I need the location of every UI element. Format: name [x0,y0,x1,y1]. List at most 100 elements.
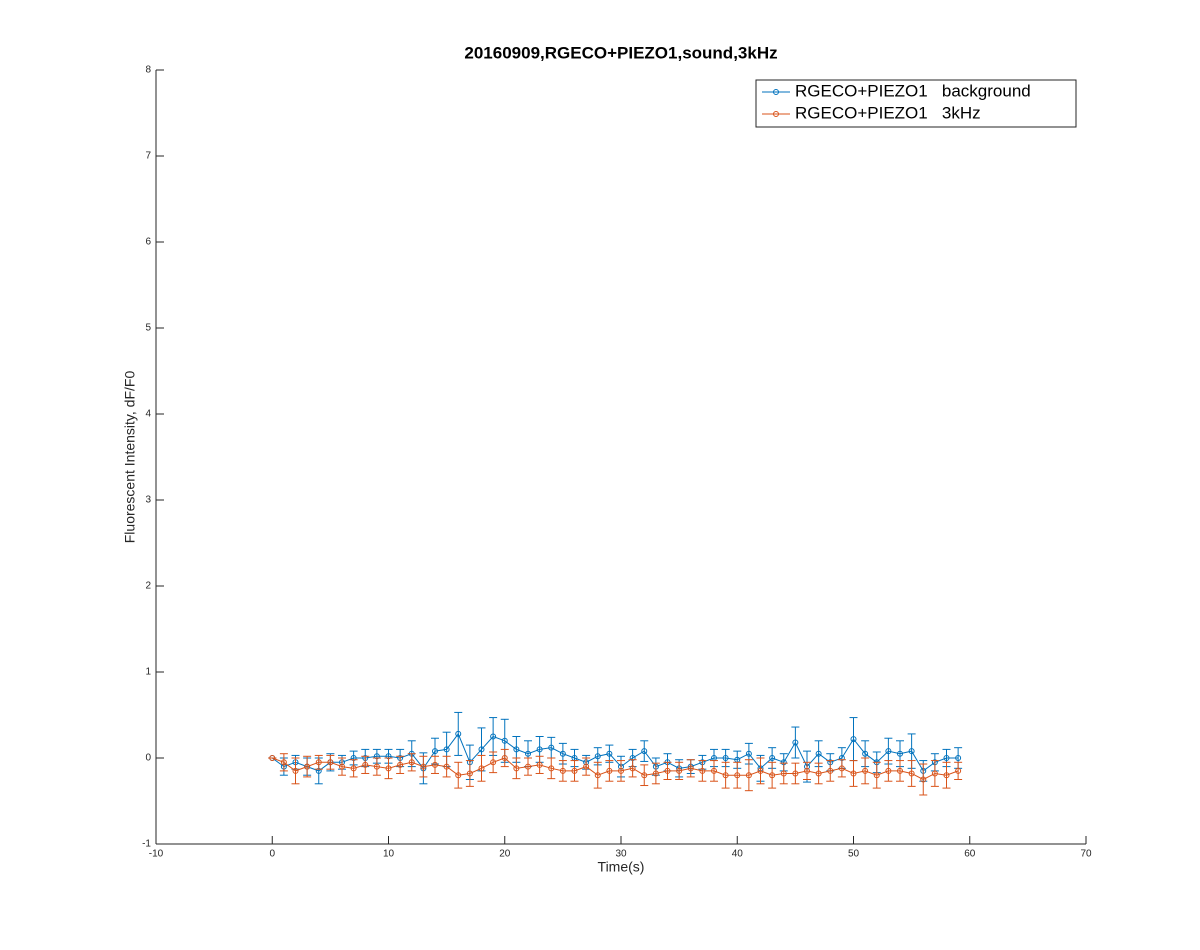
marker [583,763,590,770]
marker [443,746,450,753]
legend-label: RGECO+PIEZO1 3kHz [795,103,981,122]
marker [362,761,369,768]
marker [280,759,287,766]
marker [885,767,892,774]
marker [420,763,427,770]
marker [408,759,415,766]
marker [629,765,636,772]
marker [955,767,962,774]
marker [943,755,950,761]
marker [897,750,903,757]
marker [943,772,950,779]
marker [559,767,566,774]
marker [350,765,357,772]
marker [792,770,799,777]
marker [920,776,927,783]
legend-label: RGECO+PIEZO1 background [795,81,1031,100]
x-tick-label: 70 [1080,849,1092,860]
marker [618,767,624,774]
x-tick-label: 40 [732,849,744,860]
marker [571,767,578,774]
y-tick-label: 1 [145,667,151,678]
marker [815,750,822,757]
marker [385,765,392,772]
marker [838,765,845,772]
marker [501,737,508,744]
marker [873,772,880,779]
marker [339,763,345,770]
marker [908,770,915,777]
marker [455,772,462,779]
y-tick-label: 6 [145,237,151,248]
marker [722,755,729,761]
marker [652,770,659,777]
x-axis-label: Time(s) [598,859,645,875]
y-tick-label: 0 [145,753,151,764]
marker [292,767,299,774]
y-axis-label: Fluorescent Intensity, dF/F0 [122,371,138,544]
legend-marker [773,111,779,117]
marker [827,767,834,774]
marker [455,730,462,737]
marker [804,767,810,774]
marker [897,767,903,774]
marker [908,748,915,755]
marker [594,753,601,760]
marker [466,770,473,777]
marker [769,755,776,761]
marker [315,759,322,766]
marker [525,763,531,770]
marker [548,765,555,772]
marker [862,767,869,774]
chart-title: 20160909,RGECO+PIEZO1,sound,3kHz [464,43,777,62]
marker [641,748,648,755]
marker [536,761,543,768]
marker [699,767,706,774]
marker [432,748,438,755]
y-tick-label: 2 [145,581,151,592]
marker [734,772,741,779]
y-tick-label: 5 [145,323,151,334]
marker [548,744,555,751]
marker [490,733,497,740]
marker [501,755,508,761]
x-tick-label: 60 [964,849,976,860]
marker [490,759,497,766]
marker [536,746,543,753]
y-tick-label: 3 [145,495,151,506]
y-tick-label: 7 [145,151,151,162]
marker [745,750,752,757]
marker [432,761,438,768]
marker [780,770,787,777]
marker [525,750,531,757]
marker [711,767,717,774]
marker [862,750,869,757]
marker [397,761,404,768]
legend-marker [773,89,779,95]
marker [664,767,671,774]
marker [478,746,485,753]
marker [513,746,520,753]
marker [304,763,311,770]
marker [478,765,485,772]
marker [850,736,857,743]
marker [606,750,613,757]
series-line [271,732,959,772]
marker [513,765,520,772]
marker [955,755,962,761]
y-tick-label: 4 [145,409,151,420]
marker [443,763,450,770]
x-tick-label: -10 [149,849,164,860]
marker [885,748,892,755]
marker [722,772,729,779]
marker [792,739,799,746]
marker [850,770,857,777]
x-tick-label: 20 [499,849,511,860]
marker [559,750,566,757]
x-tick-label: 50 [848,849,860,860]
marker [931,770,938,777]
marker [606,767,613,774]
legend-box [755,79,1077,128]
